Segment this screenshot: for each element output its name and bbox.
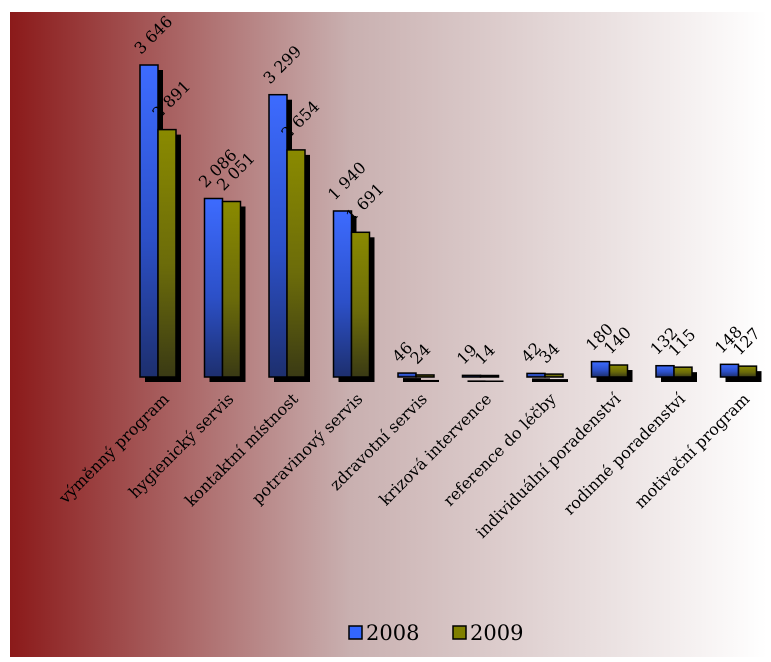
legend: 2008 2009 xyxy=(348,621,523,645)
bar-shadow-2008-6 xyxy=(467,380,486,382)
bar-2008-6 xyxy=(461,374,482,378)
bar-2009-9 xyxy=(673,366,693,378)
bar-2009-6 xyxy=(479,374,500,378)
bars-layer xyxy=(139,64,762,382)
bar-2009-7 xyxy=(544,373,564,378)
chart-background xyxy=(10,12,767,657)
bar-shadow-2009-7 xyxy=(550,379,568,382)
bar-2008-4 xyxy=(332,210,353,378)
bar-2008-9 xyxy=(655,364,675,378)
bar-shadow-2008-5 xyxy=(403,378,421,382)
bar-2009-5 xyxy=(415,374,435,378)
bar-2009-2 xyxy=(221,200,242,378)
bar-2008-7 xyxy=(526,372,546,378)
bar-2009-1 xyxy=(157,128,177,378)
bar-shadow-2008-7 xyxy=(532,378,550,382)
bar-shadow-2009-5 xyxy=(421,379,439,382)
legend-label-2008: 2008 xyxy=(366,621,419,645)
bar-2009-4 xyxy=(350,231,371,378)
legend-swatch-2008 xyxy=(348,625,363,640)
bar-2009-3 xyxy=(286,149,306,378)
bar-shadow-2009-6 xyxy=(485,380,504,382)
bar-2008-2 xyxy=(203,197,224,378)
bar-2008-5 xyxy=(397,372,417,378)
bar-2008-10 xyxy=(719,363,740,378)
bar-2009-10 xyxy=(737,365,758,378)
bar-2008-8 xyxy=(590,360,611,378)
bar-2009-8 xyxy=(608,364,629,378)
legend-swatch-2009 xyxy=(452,625,467,640)
legend-label-2009: 2009 xyxy=(470,621,523,645)
